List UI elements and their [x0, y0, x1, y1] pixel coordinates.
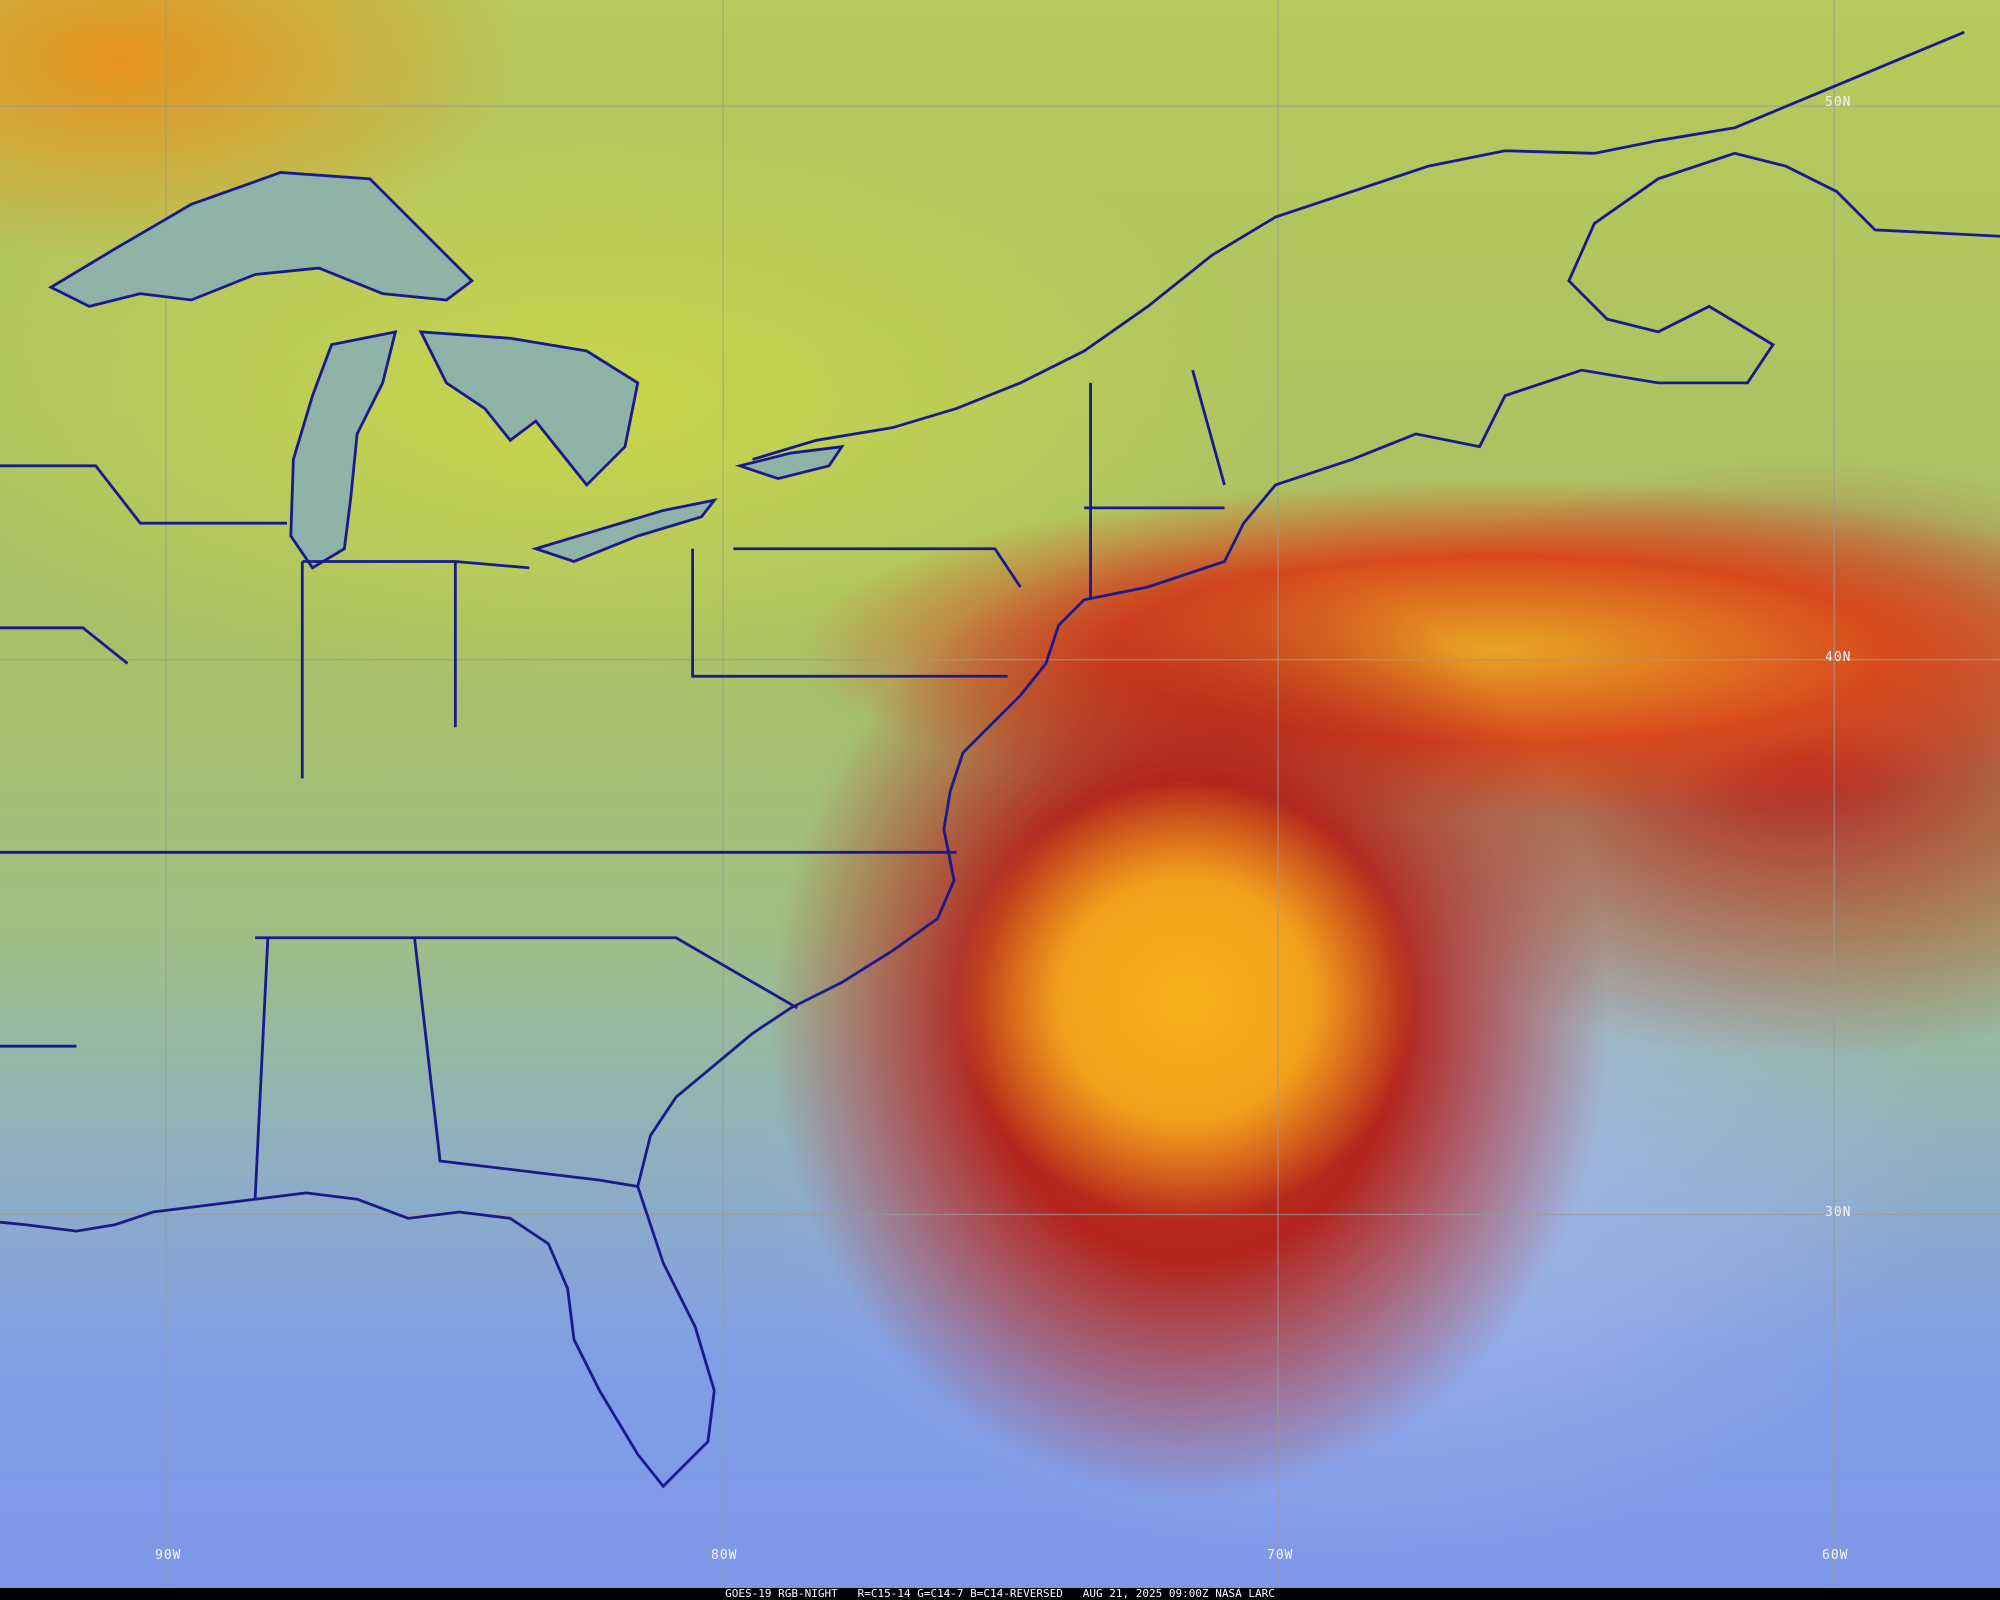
lake-ontario	[734, 444, 845, 481]
lake-erie	[531, 498, 718, 563]
caption-channels: R=C15-14 G=C14-7 B=C14-REVERSED	[857, 1587, 1063, 1600]
lon-label-70w: 70W	[1267, 1548, 1294, 1563]
caption-bar: GOES-19 RGB-NIGHT R=C15-14 G=C14-7 B=C14…	[0, 1588, 2000, 1600]
caption-source: NASA LARC	[1215, 1587, 1275, 1600]
caption-datetime: AUG 21, 2025 09:00Z	[1082, 1587, 1209, 1600]
lat-label-40n: 40N	[1825, 650, 1852, 665]
east-coastline	[0, 151, 2000, 1489]
lon-label-90w: 90W	[155, 1548, 182, 1563]
lake-huron	[418, 330, 640, 488]
caption-satellite: GOES-19 RGB-NIGHT	[725, 1587, 838, 1600]
state-borders	[0, 369, 1226, 1200]
lat-label-30n: 30N	[1825, 1205, 1852, 1220]
st-lawrence	[752, 30, 1965, 461]
lake-superior	[48, 171, 475, 308]
lon-label-60w: 60W	[1822, 1548, 1849, 1563]
lat-label-50n: 50N	[1825, 95, 1852, 110]
lon-label-80w: 80W	[711, 1548, 738, 1563]
lake-michigan	[289, 330, 398, 570]
